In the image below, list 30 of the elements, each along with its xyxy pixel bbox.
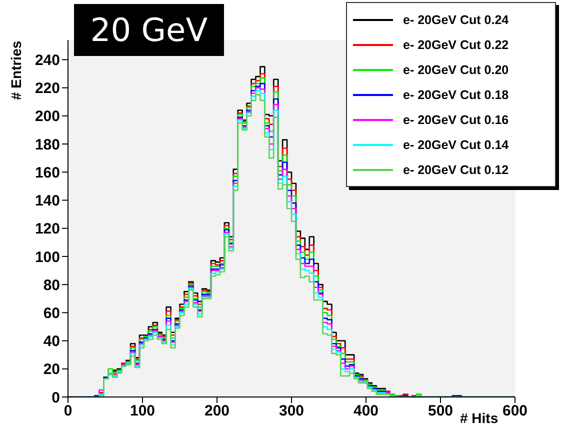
legend-label: e- 20GeV Cut 0.14 xyxy=(403,138,509,152)
y-tick-label: 180 xyxy=(34,136,60,154)
x-tick-label: 300 xyxy=(278,402,304,420)
legend-label: e- 20GeV Cut 0.12 xyxy=(403,162,509,176)
y-tick-label: 160 xyxy=(34,164,60,182)
y-tick-label: 220 xyxy=(34,80,60,98)
legend-label: e- 20GeV Cut 0.22 xyxy=(403,38,509,52)
y-tick-label: 60 xyxy=(43,304,60,322)
x-tick-label: 400 xyxy=(353,402,379,420)
x-tick-label: 100 xyxy=(130,402,156,420)
y-tick-label: 140 xyxy=(34,192,60,210)
x-tick-label: 200 xyxy=(204,402,230,420)
x-axis-title: # Hits xyxy=(460,410,498,426)
x-tick-label: 500 xyxy=(428,402,454,420)
legend-label: e- 20GeV Cut 0.18 xyxy=(403,88,509,102)
chart-title: 20 GeV xyxy=(74,4,224,56)
y-tick-label: 0 xyxy=(52,389,60,406)
y-tick-label: 200 xyxy=(34,108,60,126)
x-tick-label: 600 xyxy=(502,402,528,420)
legend-label: e- 20GeV Cut 0.16 xyxy=(403,112,509,126)
y-tick-label: 80 xyxy=(43,276,60,294)
x-tick-label: 0 xyxy=(64,402,72,420)
y-tick-label: 100 xyxy=(34,248,60,266)
legend-label: e- 20GeV Cut 0.24 xyxy=(403,12,509,26)
y-tick-label: 120 xyxy=(34,220,60,238)
y-axis-title: # Entries xyxy=(8,40,24,100)
y-tick-label: 20 xyxy=(43,361,60,378)
y-tick-label: 40 xyxy=(43,333,60,350)
legend-label: e- 20GeV Cut 0.20 xyxy=(403,62,509,76)
y-tick-label: 240 xyxy=(34,52,60,69)
